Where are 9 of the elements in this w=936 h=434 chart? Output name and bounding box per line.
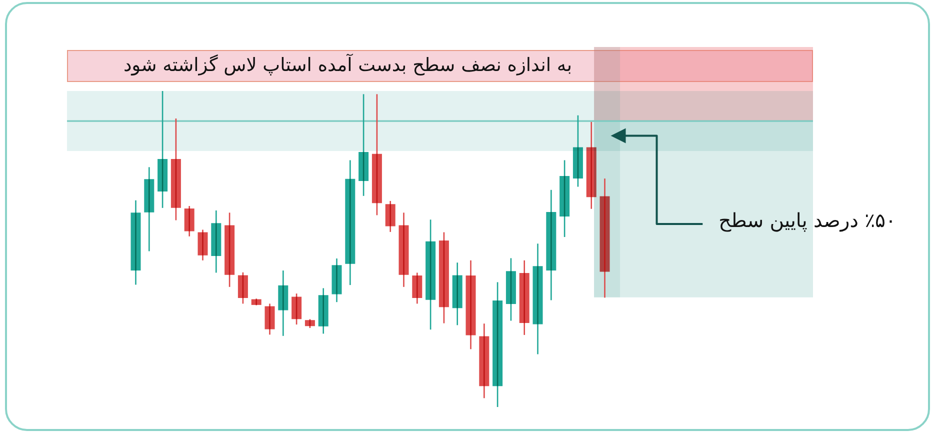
candlestick [184,205,194,237]
candlestick [292,292,302,325]
band-label: ٪۵۰ درصد پایین سطح [718,208,896,234]
candlestick [238,271,248,304]
candlestick [264,302,275,335]
candlestick [385,200,396,232]
candlestick [412,272,422,304]
text: به اندازه نصف سطح بدست آمده استاپ لاس گزاشته شود [123,52,572,78]
candlestick [198,228,208,261]
